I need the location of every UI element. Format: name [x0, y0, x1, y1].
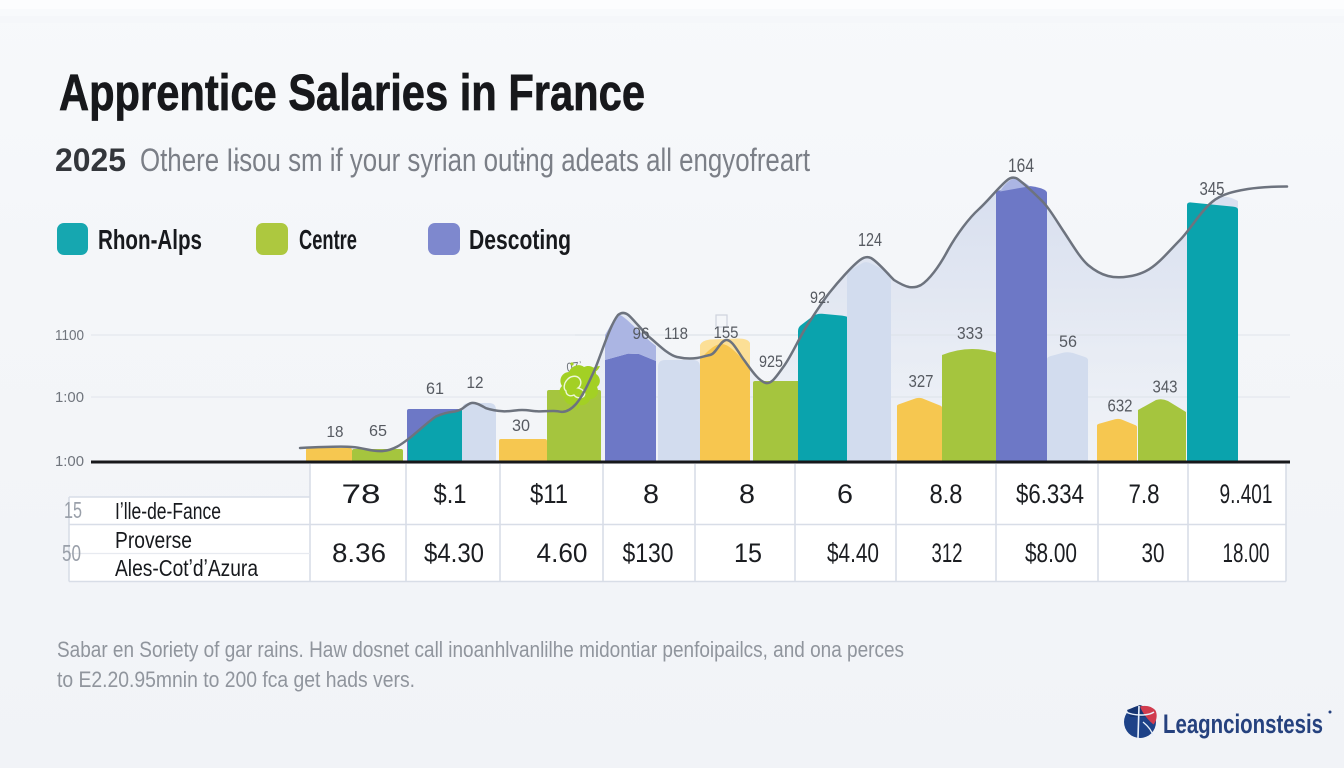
svg-text:78: 78 [342, 479, 381, 509]
svg-text:8: 8 [739, 479, 755, 509]
svg-text:$.1: $.1 [434, 479, 467, 509]
svg-text:15: 15 [734, 538, 762, 568]
svg-text:118: 118 [664, 325, 688, 343]
svg-text:Othere Iɨsou sm if your syrian: Othere Iɨsou sm if your syrian outɨng ad… [140, 142, 810, 178]
svg-text:$4.40: $4.40 [827, 538, 879, 568]
svg-text:7.8: 7.8 [1129, 479, 1160, 509]
svg-text:96: 96 [633, 325, 650, 343]
svg-text:1100: 1100 [55, 327, 84, 344]
svg-text:6: 6 [837, 479, 853, 509]
svg-text:18: 18 [327, 424, 344, 441]
svg-text:18.00: 18.00 [1223, 538, 1270, 568]
svg-text:65: 65 [369, 423, 387, 440]
svg-text:164: 164 [1008, 156, 1034, 177]
svg-text:345: 345 [1200, 178, 1225, 199]
svg-text:124: 124 [858, 229, 882, 250]
svg-text:343: 343 [1153, 377, 1178, 397]
svg-text:Rhon-Alps: Rhon-Alps [98, 224, 202, 255]
svg-text:$130: $130 [623, 538, 674, 568]
svg-text:30: 30 [1142, 538, 1165, 568]
svg-text:8: 8 [643, 479, 659, 509]
svg-text:61: 61 [426, 380, 444, 398]
svg-text:12: 12 [467, 374, 484, 392]
svg-text:4.60: 4.60 [537, 538, 588, 568]
svg-text:632: 632 [1108, 396, 1133, 416]
svg-text:333: 333 [957, 323, 983, 343]
svg-text:56: 56 [1059, 332, 1077, 351]
svg-text:8.8: 8.8 [930, 479, 963, 509]
svg-text:50: 50 [62, 540, 81, 566]
svg-text:Sabar en Soriety of gar rains.: Sabar en Soriety of gar rains. Haw dosne… [57, 637, 904, 662]
svg-text:Centre: Centre [299, 224, 357, 255]
svg-text:Ales-CotʼdʼAzura: Ales-CotʼdʼAzura [115, 555, 258, 581]
svg-text:$11: $11 [530, 479, 568, 509]
svg-text:Proverse: Proverse [115, 527, 192, 553]
svg-text:Leagncionstesis: Leagncionstesis [1163, 709, 1323, 739]
svg-text:925: 925 [759, 352, 783, 371]
svg-text:30: 30 [512, 417, 530, 435]
svg-text:$4.30: $4.30 [424, 538, 484, 568]
svg-text:1:00: 1:00 [55, 453, 84, 470]
svg-text:Descoting: Descoting [469, 224, 571, 255]
svg-text:155: 155 [714, 323, 739, 342]
svg-text:8.36: 8.36 [332, 538, 386, 568]
svg-text:1:00: 1:00 [55, 389, 84, 406]
svg-text:2025: 2025 [55, 142, 126, 178]
svg-text:312: 312 [932, 538, 963, 568]
svg-text:to E2.20.95mnin to 200 fca get: to E2.20.95mnin to 200 fca get hads vers… [57, 667, 415, 692]
svg-text:327: 327 [909, 371, 934, 391]
svg-text:Apprentice Salaries in France: Apprentice Salaries in France [59, 64, 645, 121]
svg-text:9..401: 9..401 [1220, 479, 1273, 509]
svg-text:Iʼlle-de-Fance: Iʼlle-de-Fance [115, 498, 221, 524]
svg-text:15: 15 [64, 497, 82, 523]
svg-text:92.: 92. [810, 288, 830, 307]
svg-text:$6.334: $6.334 [1016, 479, 1084, 509]
svg-text:$8.00: $8.00 [1025, 538, 1077, 568]
